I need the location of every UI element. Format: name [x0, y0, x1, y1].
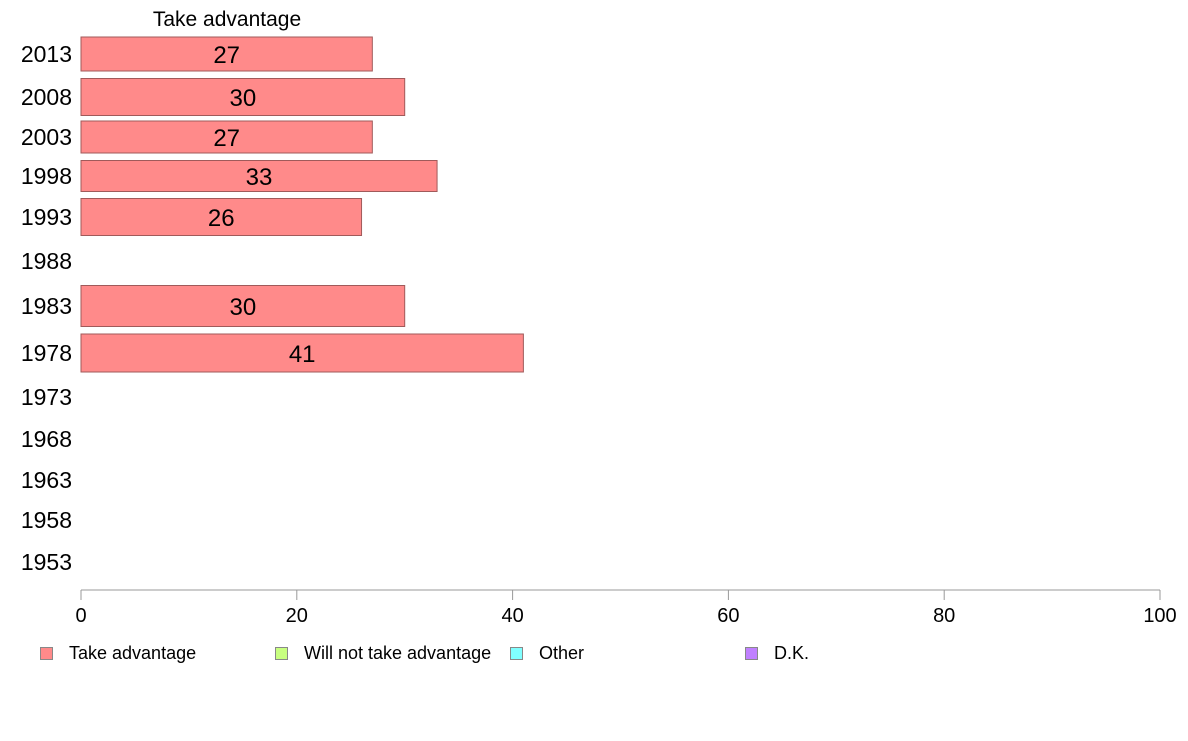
legend-item-take-advantage: Take advantage: [40, 641, 196, 665]
y-tick-label-1988: 1988: [21, 248, 72, 274]
bar-1993: [80, 198, 363, 236]
x-tick-label-20: 20: [286, 605, 308, 627]
x-tick-label-0: 0: [75, 605, 86, 627]
legend-item-dk: D.K.: [745, 641, 809, 665]
x-tick-label-60: 60: [717, 605, 739, 627]
bar-2008: [80, 78, 406, 116]
y-tick-label-1953: 1953: [21, 549, 72, 575]
legend: Take advantage Will not take advantage O…: [0, 641, 1188, 665]
y-tick-label-1958: 1958: [21, 507, 72, 533]
legend-swatch-take-advantage: [40, 646, 53, 660]
x-tick-label-80: 80: [933, 605, 955, 627]
x-tick-label-100: 100: [1143, 605, 1176, 627]
x-tick-label-40: 40: [501, 605, 523, 627]
y-tick-labels: 2013 2008 2003 1998 1993 1988 1983 1978 1973 1968…: [21, 41, 72, 575]
y-tick-label-2003: 2003: [21, 124, 72, 150]
bar-value-label-1978: 41: [289, 341, 316, 368]
y-tick-label-1963: 1963: [21, 467, 72, 493]
bar-value-label-2013: 27: [213, 42, 240, 69]
bar-value-label-1983: 30: [229, 294, 256, 321]
x-axis-ticks: 0 20 40 60 80 100: [75, 590, 1177, 627]
legend-label: Will not take advantage: [304, 642, 492, 663]
chart-title: Take advantage: [153, 8, 301, 31]
legend-swatch-dk: [745, 646, 758, 660]
bar-1983: [80, 285, 406, 327]
y-tick-label-1998: 1998: [21, 163, 72, 189]
legend-label: D.K.: [774, 642, 810, 663]
bar-2013: [80, 36, 373, 72]
bar-value-label-2008: 30: [229, 85, 256, 112]
y-tick-label-1973: 1973: [21, 384, 72, 410]
bar-value-label-1998: 33: [246, 164, 273, 191]
legend-swatch-other: [510, 646, 523, 660]
legend-swatch-will-not-take-advantage: [275, 646, 288, 660]
bar-1978: [80, 333, 524, 373]
legend-label: Other: [539, 642, 585, 663]
y-tick-label-1993: 1993: [21, 204, 72, 230]
y-tick-label-2013: 2013: [21, 41, 72, 67]
legend-item-will-not-take-advantage: Will not take advantage: [275, 641, 491, 665]
bar-1998: [80, 160, 438, 192]
bar-value-label-2003: 27: [213, 125, 240, 152]
y-tick-label-1983: 1983: [21, 293, 72, 319]
legend-label: Take advantage: [69, 642, 197, 663]
y-tick-label-1978: 1978: [21, 340, 72, 366]
legend-item-other: Other: [510, 641, 584, 665]
bars-group: [80, 36, 524, 373]
y-tick-label-2008: 2008: [21, 84, 72, 110]
y-tick-label-1968: 1968: [21, 426, 72, 452]
bar-value-label-1993: 26: [208, 205, 235, 232]
bar-2003: [80, 120, 373, 154]
